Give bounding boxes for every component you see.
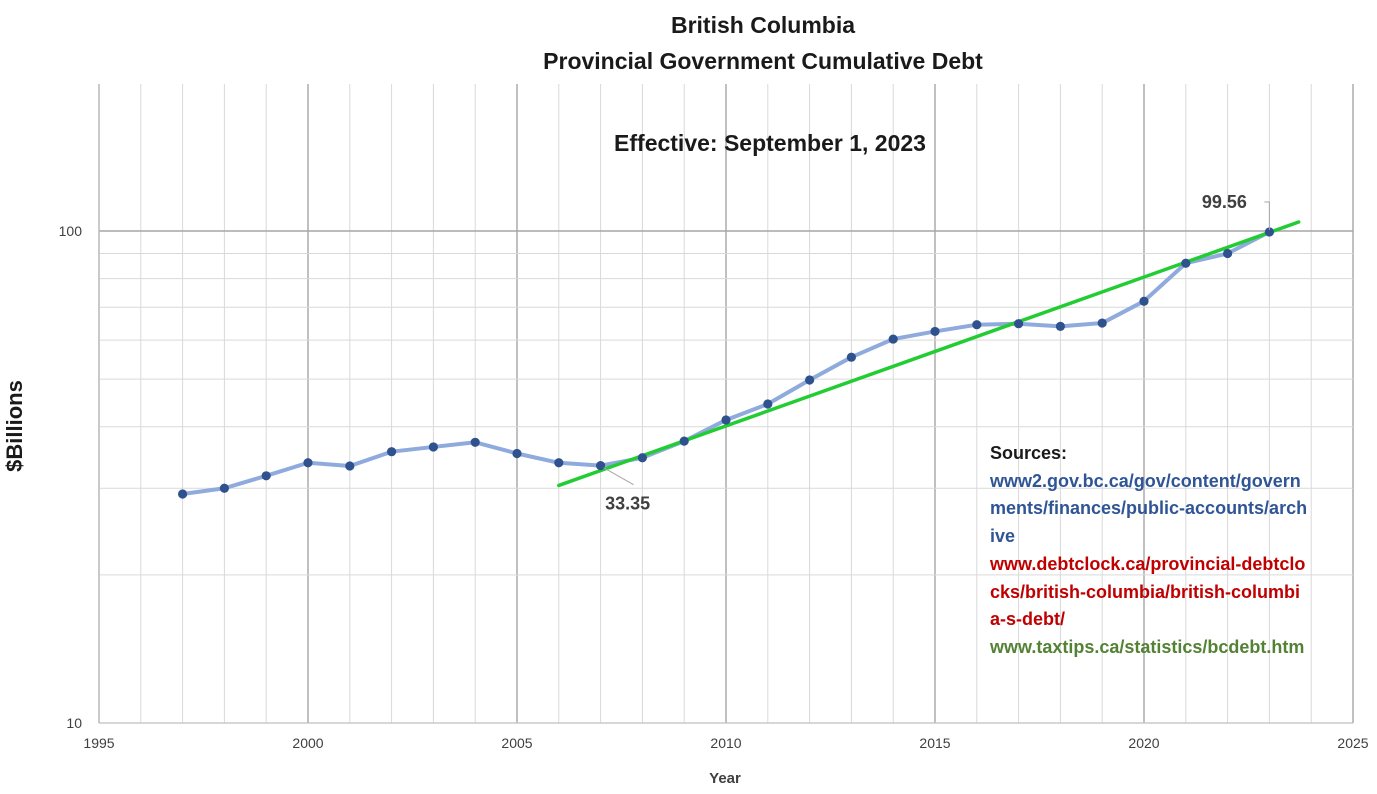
y-tick-label: 100: [59, 223, 83, 239]
source-link-taxtips[interactable]: www.taxtips.ca/statistics/bcdebt.htm: [990, 636, 1305, 657]
data-point: [972, 320, 982, 330]
sources-box: Sources: www2.gov.bc.ca/gov/content/gove…: [990, 440, 1310, 662]
data-point: [1264, 227, 1274, 237]
source-link-gov-bc[interactable]: www2.gov.bc.ca/gov/content/governments/f…: [990, 470, 1308, 547]
data-point: [846, 352, 857, 362]
data-point: [679, 436, 689, 446]
data-point: [1181, 258, 1191, 268]
data-point: [554, 458, 564, 468]
leader-line: [603, 467, 634, 486]
data-point: [888, 334, 898, 344]
chart-annotation: Effective: September 1, 2023: [614, 130, 926, 156]
data-point: [470, 437, 480, 447]
data-point: [219, 483, 229, 493]
data-point: [596, 461, 606, 471]
sources-heading: Sources:: [990, 443, 1068, 463]
data-point: [345, 461, 355, 471]
chart-title: British Columbia: [671, 12, 855, 38]
y-axis-title: $Billions: [2, 380, 27, 472]
axes: [98, 84, 1353, 724]
x-axis-title: Year: [709, 770, 741, 787]
data-label-min: 33.35: [605, 494, 650, 514]
data-point: [637, 453, 648, 463]
data-point: [721, 415, 731, 425]
tick-labels: 1995 2000 2005 2010 2015 2020 2025 10 100: [59, 223, 1369, 751]
data-points: [178, 227, 1274, 499]
source-link-debtclock[interactable]: www.debtclock.ca/provincial-debtclocks/b…: [990, 553, 1306, 630]
data-point: [930, 326, 940, 337]
leader-line: [1264, 201, 1270, 230]
data-point: [1014, 319, 1024, 329]
data-point: [178, 489, 188, 499]
x-tick-label: 2010: [710, 735, 741, 751]
chart-subtitle: Provincial Government Cumulative Debt: [543, 48, 983, 74]
x-tick-label: 2020: [1128, 735, 1159, 751]
y-tick-label: 10: [66, 715, 82, 731]
x-tick-label: 2015: [919, 735, 950, 751]
x-tick-label: 2025: [1337, 735, 1368, 751]
x-tick-label: 1995: [83, 735, 114, 751]
data-point: [1139, 296, 1149, 306]
data-point: [763, 399, 773, 409]
data-point: [261, 471, 271, 481]
data-point: [1055, 321, 1065, 331]
data-point: [428, 442, 438, 452]
data-label-latest: 99.56: [1202, 192, 1247, 212]
data-labels: 33.35 99.56: [603, 192, 1270, 514]
data-point: [303, 458, 313, 468]
data-point: [1097, 318, 1107, 328]
data-point: [387, 447, 397, 457]
data-point: [805, 375, 815, 385]
data-point: [512, 448, 522, 459]
x-tick-label: 2000: [292, 735, 323, 751]
x-tick-label: 2005: [501, 735, 532, 751]
data-point: [1223, 248, 1233, 259]
